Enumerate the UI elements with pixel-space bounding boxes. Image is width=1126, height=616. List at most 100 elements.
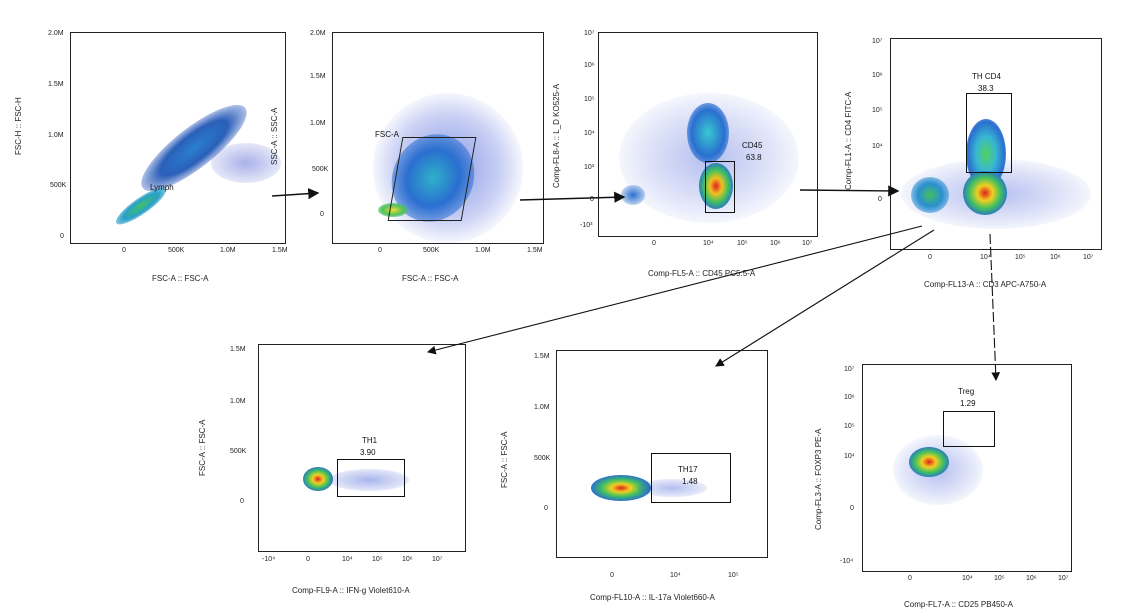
plot-frame [556, 350, 768, 558]
plot-frame [890, 38, 1102, 250]
x-tick: 10⁶ [770, 240, 781, 247]
x-tick: 10⁵ [994, 575, 1005, 582]
x-tick: 500K [168, 247, 185, 254]
x-axis-label: Comp-FL5-A :: CD45 PC5.5-A [648, 269, 756, 278]
y-tick: 500K [50, 182, 67, 189]
y-tick: 10⁷ [872, 38, 883, 45]
gate-rectangle [651, 453, 731, 503]
y-tick: 0 [60, 233, 64, 240]
y-tick: 10⁶ [872, 72, 883, 79]
y-tick: 10⁵ [584, 96, 595, 103]
y-tick: 1.5M [48, 81, 64, 88]
y-tick: 1.5M [310, 73, 326, 80]
y-tick: 0 [544, 505, 548, 512]
y-tick: 0 [240, 498, 244, 505]
x-tick: 10⁷ [802, 240, 813, 247]
x-tick: 1.0M [220, 247, 236, 254]
x-tick: 1.5M [272, 247, 288, 254]
y-tick: 10⁵ [844, 423, 855, 430]
y-tick: 1.0M [230, 398, 246, 405]
y-tick: 10⁷ [844, 366, 855, 373]
y-tick: 10⁴ [584, 130, 595, 137]
density-peak [699, 163, 733, 209]
y-tick: 500K [534, 455, 551, 462]
y-tick: 0 [878, 196, 882, 203]
plot-frame [258, 344, 466, 552]
gate-percentage: 1.29 [960, 399, 976, 408]
x-tick: 10⁷ [432, 556, 443, 563]
gate-label: TH CD4 [972, 72, 1001, 81]
y-axis-label: FSC-H :: FSC-H [14, 97, 23, 155]
arrow-p4-p5 [426, 225, 923, 355]
gate-rectangle [337, 459, 405, 497]
x-tick: 10⁷ [1058, 575, 1069, 582]
arrow-p4-p6 [715, 229, 935, 367]
y-axis-label: FSC-A :: FSC-A [500, 431, 509, 488]
x-tick: 1.5M [527, 247, 543, 254]
density-scatter [211, 143, 281, 183]
x-tick: 10⁵ [1015, 254, 1026, 261]
y-tick: 10⁷ [584, 30, 595, 37]
y-axis-label: FSC-A :: FSC-A [198, 419, 207, 476]
plot-frame [598, 32, 818, 237]
x-tick: 0 [122, 247, 126, 254]
x-tick: -10⁴ [262, 556, 276, 563]
y-tick: 1.0M [310, 120, 326, 127]
y-axis-label: Comp-FL1-A :: CD4 FITC-A [844, 91, 853, 190]
density-tail [637, 479, 707, 497]
x-tick: 10⁶ [402, 556, 413, 563]
y-tick: 500K [230, 448, 247, 455]
gate-label: TH17 [678, 465, 698, 474]
gate-polygon [387, 137, 477, 221]
gate-label: Lymph [150, 183, 174, 192]
x-axis-label: Comp-FL10-A :: IL-17a Violet660-A [590, 593, 715, 602]
gate-percentage: 1.48 [682, 477, 698, 486]
density-peak [303, 467, 333, 491]
y-tick: 1.5M [230, 346, 246, 353]
x-tick: 10⁴ [670, 572, 681, 579]
y-tick: -10⁴ [840, 558, 854, 565]
x-tick: 10⁵ [728, 572, 739, 579]
x-tick: 10⁶ [1050, 254, 1061, 261]
x-tick: 10⁷ [1083, 254, 1094, 261]
plot-frame [332, 32, 544, 244]
x-tick: 0 [378, 247, 382, 254]
gate-label: FSC-A [375, 130, 399, 139]
y-tick: 0 [320, 211, 324, 218]
plot-frame [70, 32, 286, 244]
x-tick: 10⁴ [703, 240, 714, 247]
gate-rectangle [943, 411, 995, 447]
x-tick: 0 [928, 254, 932, 261]
density-peak [591, 475, 651, 501]
density-tail [329, 469, 409, 491]
x-tick: 0 [610, 572, 614, 579]
x-tick: 0 [908, 575, 912, 582]
x-tick: 10⁵ [737, 240, 748, 247]
y-tick: 2.0M [310, 30, 326, 37]
y-tick: 0 [590, 196, 594, 203]
x-axis-label: Comp-FL9-A :: IFN-g Violet610-A [292, 586, 410, 595]
x-tick: 0 [652, 240, 656, 247]
x-tick: 10⁴ [962, 575, 973, 582]
gate-rectangle [966, 93, 1012, 173]
y-tick: 10³ [584, 164, 595, 171]
x-axis-label: Comp-FL7-A :: CD25 PB450-A [904, 600, 1013, 609]
x-tick: 10⁶ [1026, 575, 1037, 582]
gate-percentage: 63.8 [746, 153, 762, 162]
x-axis-label: Comp-FL13-A :: CD3 APC-A750-A [924, 280, 1047, 289]
arrow-p4-p7 [989, 233, 1001, 382]
y-tick: 10⁴ [844, 453, 855, 460]
x-tick: 10⁴ [342, 556, 353, 563]
y-tick: 10⁴ [872, 143, 883, 150]
gate-label: TH1 [362, 436, 378, 445]
y-tick: 2.0M [48, 30, 64, 37]
y-tick: 10⁶ [584, 62, 595, 69]
plot-frame [862, 364, 1072, 572]
density-peak [909, 447, 949, 477]
x-tick: 10⁵ [372, 556, 383, 563]
density-peak [963, 171, 1007, 215]
x-tick: 0 [306, 556, 310, 563]
gate-percentage: 3.90 [360, 448, 376, 457]
y-tick: 1.5M [534, 353, 550, 360]
y-axis-label: Comp-FL8-A :: L_D KO525-A [552, 83, 561, 188]
